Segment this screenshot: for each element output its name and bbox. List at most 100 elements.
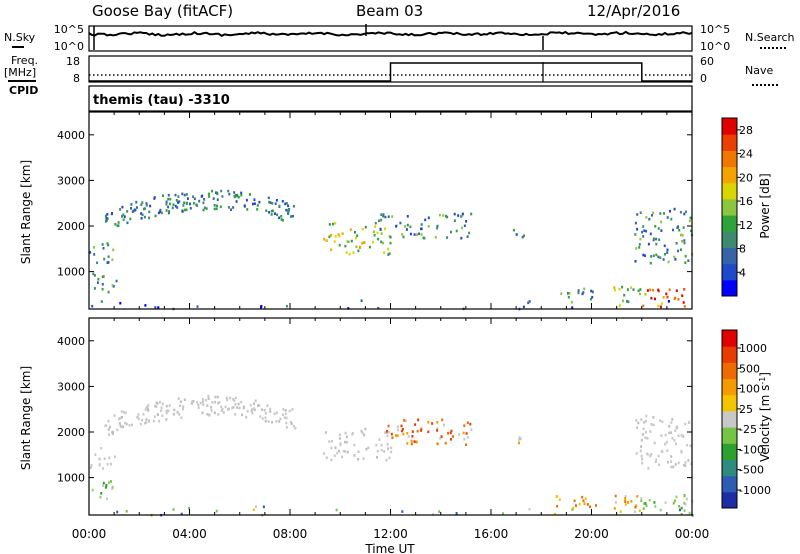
range-time-cell: [153, 415, 156, 418]
range-time-cell: [137, 417, 140, 421]
range-time-cell: [165, 202, 168, 206]
range-time-cell: [461, 226, 464, 230]
range-time-cell: [190, 402, 193, 405]
colorbar-tick-label: -25: [739, 423, 757, 436]
range-time-cell: [106, 217, 109, 220]
range-time-cell: [666, 295, 669, 299]
range-time-cell: [107, 419, 110, 423]
range-time-cell: [201, 400, 204, 404]
range-time-cell: [260, 408, 263, 411]
range-time-cell: [128, 424, 131, 427]
x-tick-label: 08:00: [273, 527, 308, 541]
range-time-cell: [436, 442, 439, 446]
range-time-cell: [284, 412, 287, 416]
range-time-cell: [518, 438, 521, 441]
range-time-cell: [346, 240, 349, 243]
range-time-cell: [124, 421, 127, 425]
range-time-cell: [90, 464, 93, 467]
range-time-cell: [673, 207, 676, 211]
range-time-cell: [666, 449, 669, 452]
range-time-cell: [251, 408, 253, 411]
range-time-cell: [291, 408, 294, 411]
range-time-cell: [107, 428, 110, 431]
range-time-cell: [575, 504, 577, 507]
range-time-cell: [377, 237, 380, 241]
range-time-cell: [231, 406, 234, 410]
freq-label: Freq.: [11, 54, 39, 67]
range-time-cell: [460, 236, 463, 240]
range-time-cell: [401, 427, 404, 431]
range-time-cell: [159, 400, 162, 404]
range-time-cell: [288, 409, 291, 413]
range-time-cell: [355, 245, 358, 248]
range-time-cell: [269, 410, 272, 413]
range-time-cell: [279, 417, 282, 421]
y-tick-label: 1000: [57, 472, 85, 485]
range-time-cell: [663, 244, 666, 248]
range-time-cell: [357, 249, 360, 253]
range-time-cell: [646, 452, 649, 456]
range-time-cell: [395, 225, 398, 228]
range-time-cell: [129, 217, 132, 221]
range-time-cell: [91, 304, 94, 308]
colorbar-swatch: [722, 362, 737, 380]
range-time-cell: [554, 512, 556, 516]
range-time-cell: [213, 411, 216, 415]
range-time-cell: [518, 436, 521, 439]
range-time-cell: [357, 450, 360, 453]
range-time-cell: [675, 495, 678, 499]
range-time-cell: [639, 292, 641, 296]
range-time-cell: [619, 510, 622, 513]
range-time-cell: [390, 446, 393, 450]
range-time-cell: [436, 224, 439, 228]
range-time-cell: [172, 413, 175, 416]
range-time-cell: [386, 443, 389, 446]
range-time-cell: [581, 495, 584, 499]
range-time-cell: [644, 293, 647, 296]
power-colorbar-label: Power [dB]: [758, 173, 772, 238]
range-time-cell: [148, 210, 151, 214]
range-time-cell: [106, 261, 109, 264]
range-time-cell: [126, 221, 129, 225]
range-time-cell: [324, 431, 327, 434]
range-time-cell: [141, 213, 144, 217]
range-time-cell: [410, 439, 413, 443]
range-time-cell: [272, 209, 274, 213]
range-time-cell: [101, 287, 104, 291]
range-time-cell: [131, 423, 133, 427]
range-time-cell: [122, 218, 125, 221]
range-time-cell: [160, 211, 163, 215]
range-time-cell: [344, 431, 347, 435]
colorbar-tick-label: 4: [739, 266, 746, 279]
range-time-cell: [227, 206, 230, 209]
range-time-cell: [558, 498, 561, 501]
velocity-scatter-cells: [89, 394, 694, 517]
y-tick-label: 4000: [57, 129, 85, 142]
range-time-cell: [236, 193, 239, 197]
colorbar-swatch: [722, 475, 737, 493]
y-tick-label: 2000: [57, 426, 85, 439]
range-time-cell: [285, 202, 288, 205]
range-time-cell: [96, 261, 99, 265]
range-time-cell: [268, 200, 271, 204]
range-time-cell: [334, 235, 337, 238]
range-time-cell: [677, 249, 680, 253]
range-time-cell: [161, 414, 164, 417]
range-time-cell: [183, 201, 186, 204]
range-time-cell: [675, 442, 677, 446]
range-time-cell: [214, 400, 217, 404]
range-time-cell: [198, 199, 201, 203]
time-axis-ticks: 00:00 04:00 08:00 12:00 16:00 20:00 00:00: [72, 527, 710, 541]
range-time-cell: [287, 209, 290, 212]
colorbar-swatch: [722, 166, 737, 184]
range-time-cell: [135, 200, 138, 204]
range-time-cell: [246, 208, 249, 211]
range-time-cell: [284, 409, 287, 412]
range-time-cell: [140, 203, 143, 206]
range-time-cell: [114, 223, 117, 226]
range-time-cell: [638, 509, 641, 512]
range-time-cell: [338, 234, 341, 238]
range-time-cell: [243, 204, 246, 207]
range-time-cell: [270, 209, 273, 213]
colorbar-swatch: [722, 491, 737, 509]
